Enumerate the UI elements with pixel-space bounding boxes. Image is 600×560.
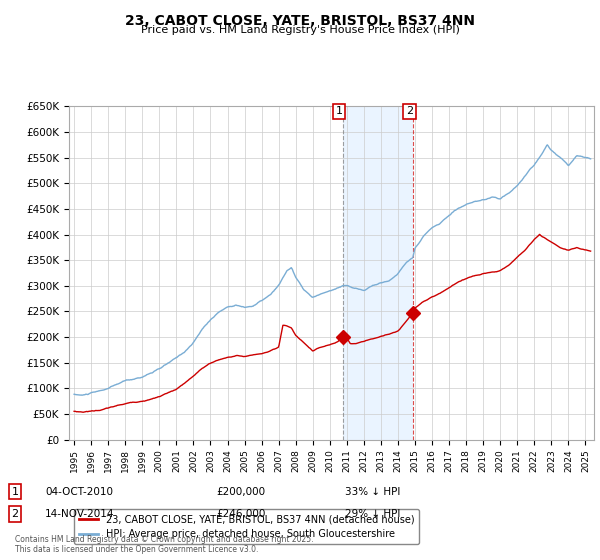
Text: 1: 1 xyxy=(11,487,19,497)
Text: 29% ↓ HPI: 29% ↓ HPI xyxy=(345,509,400,519)
Legend: 23, CABOT CLOSE, YATE, BRISTOL, BS37 4NN (detached house), HPI: Average price, d: 23, CABOT CLOSE, YATE, BRISTOL, BS37 4NN… xyxy=(74,510,419,544)
Text: Contains HM Land Registry data © Crown copyright and database right 2025.
This d: Contains HM Land Registry data © Crown c… xyxy=(15,535,314,554)
Text: 14-NOV-2014: 14-NOV-2014 xyxy=(45,509,115,519)
Text: Price paid vs. HM Land Registry's House Price Index (HPI): Price paid vs. HM Land Registry's House … xyxy=(140,25,460,35)
Text: 23, CABOT CLOSE, YATE, BRISTOL, BS37 4NN: 23, CABOT CLOSE, YATE, BRISTOL, BS37 4NN xyxy=(125,14,475,28)
Text: 2: 2 xyxy=(406,106,413,116)
Text: 2: 2 xyxy=(11,509,19,519)
Text: 33% ↓ HPI: 33% ↓ HPI xyxy=(345,487,400,497)
Bar xyxy=(343,106,413,440)
Text: £246,000: £246,000 xyxy=(216,509,265,519)
Text: £200,000: £200,000 xyxy=(216,487,265,497)
Text: 1: 1 xyxy=(335,106,343,116)
Text: 04-OCT-2010: 04-OCT-2010 xyxy=(45,487,113,497)
